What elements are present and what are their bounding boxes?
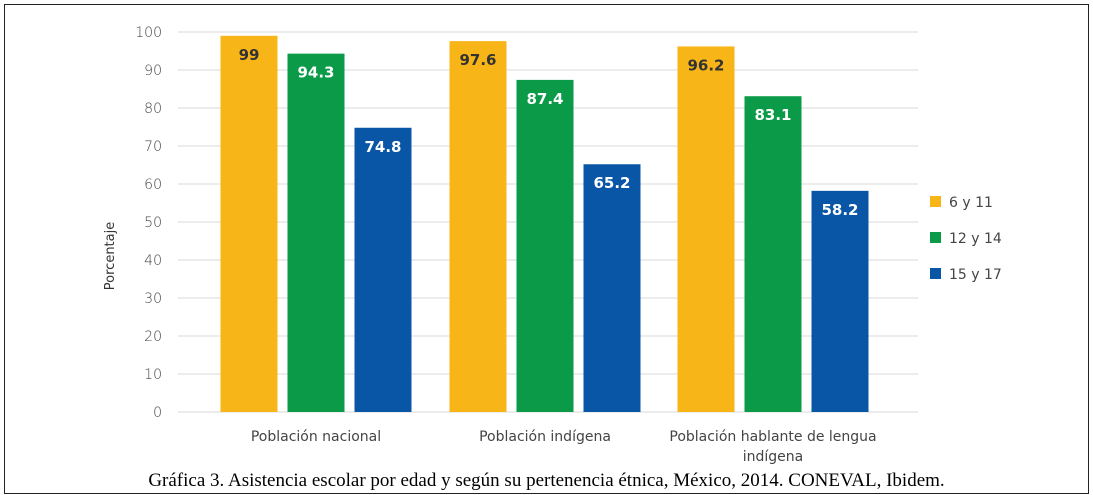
bar-value-label: 65.2 <box>593 174 630 192</box>
y-tick-label: 100 <box>135 25 162 41</box>
x-axis-categories: Población nacional Población indígena Pobl… <box>251 429 877 465</box>
figure-caption: Gráfica 3. Asistencia escolar por edad y… <box>148 470 945 491</box>
y-tick-label: 60 <box>144 177 162 193</box>
legend-label: 15 y 17 <box>949 267 1002 283</box>
y-tick-label: 0 <box>153 405 162 421</box>
bar-value-label: 97.6 <box>459 51 496 69</box>
x-category-label: Población nacional <box>251 429 381 445</box>
bars <box>220 35 869 413</box>
bar-value-label: 83.1 <box>754 106 791 124</box>
bar-6-y-11-0 <box>220 35 278 413</box>
bar-15-y-17-1 <box>583 164 641 412</box>
bar-6-y-11-1 <box>449 41 507 413</box>
y-tick-label: 30 <box>144 291 162 307</box>
bar-15-y-17-0 <box>354 127 412 412</box>
legend-swatch <box>930 268 941 279</box>
y-tick-label: 50 <box>144 215 162 231</box>
bar-chart: 0 10 20 30 40 50 60 70 80 90 100 99 97.6 96.2 94.3 87.… <box>103 25 1002 465</box>
y-axis-ticks: 0 10 20 30 40 50 60 70 80 90 100 <box>135 25 162 421</box>
x-category-label: Población indígena <box>479 429 611 445</box>
bar-value-label: 58.2 <box>821 201 858 219</box>
bar-value-label: 87.4 <box>526 90 563 108</box>
y-tick-label: 40 <box>144 253 162 269</box>
bar-value-label: 94.3 <box>297 64 334 82</box>
y-tick-label: 80 <box>144 101 162 117</box>
bar-value-label: 96.2 <box>687 56 724 74</box>
y-tick-label: 90 <box>144 63 162 79</box>
y-tick-label: 70 <box>144 139 162 155</box>
bar-value-label: 99 <box>239 46 260 64</box>
y-axis-title: Porcentaje <box>103 222 118 290</box>
x-category-label: Población hablante de lengua <box>669 429 876 445</box>
bar-12-y-14-0 <box>287 53 345 412</box>
y-tick-label: 20 <box>144 329 162 345</box>
legend-swatch <box>930 232 941 243</box>
bar-6-y-11-2 <box>677 46 735 412</box>
figure-frame <box>4 4 1089 494</box>
bar-15-y-17-2 <box>811 190 869 412</box>
bar-value-label: 74.8 <box>364 138 401 156</box>
x-category-label: indígena <box>743 449 804 465</box>
bar-value-labels: 99 97.6 96.2 94.3 87.4 83.1 74.8 65.2 58.2 <box>239 46 859 219</box>
legend-label: 6 y 11 <box>949 195 993 211</box>
legend-label: 12 y 14 <box>949 231 1002 247</box>
legend: 6 y 11 12 y 14 15 y 17 <box>930 195 1002 283</box>
bar-12-y-14-2 <box>744 96 802 412</box>
legend-swatch <box>930 196 941 207</box>
bar-12-y-14-1 <box>516 79 574 412</box>
y-tick-label: 10 <box>144 367 162 383</box>
